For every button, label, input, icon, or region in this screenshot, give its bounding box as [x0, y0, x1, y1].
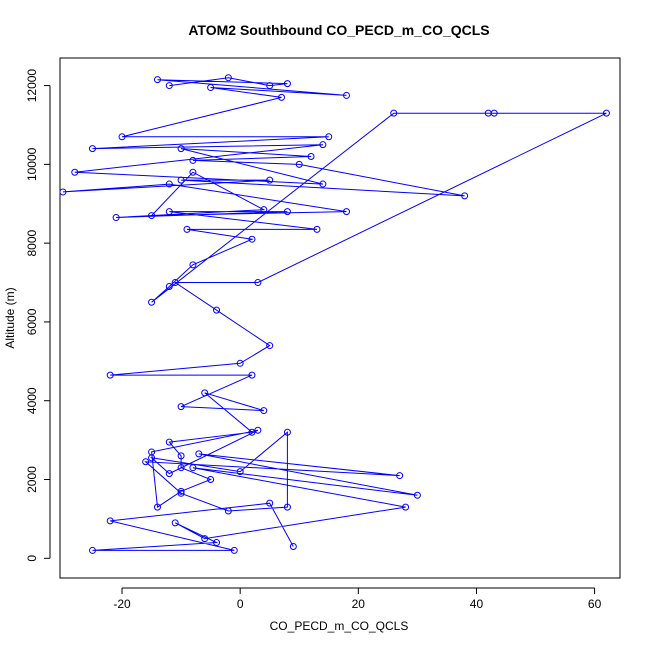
- data-point: [189, 261, 197, 269]
- data-point: [165, 82, 173, 90]
- plot-frame: [59, 57, 621, 579]
- data-point: [602, 109, 610, 117]
- data-point: [248, 235, 256, 243]
- y-tick-label: 12000: [25, 69, 39, 103]
- data-point: [153, 503, 161, 511]
- data-point: [177, 145, 185, 153]
- data-point: [248, 371, 256, 379]
- data-point: [342, 208, 350, 216]
- data-point: [295, 160, 303, 168]
- data-point: [213, 539, 221, 547]
- y-tick-label: 4000: [25, 387, 39, 414]
- data-point: [148, 212, 156, 220]
- data-point: [148, 298, 156, 306]
- data-point: [402, 503, 410, 511]
- x-tick-label: 0: [237, 597, 244, 611]
- data-point: [153, 76, 161, 84]
- data-point: [266, 82, 274, 90]
- chart-title: ATOM2 Southbound CO_PECD_m_CO_QCLS: [188, 22, 489, 38]
- data-point: [254, 279, 262, 287]
- data-point: [413, 491, 421, 499]
- data-point: [260, 407, 268, 415]
- data-point: [71, 168, 79, 176]
- data-series: [59, 74, 610, 554]
- data-point: [177, 464, 185, 472]
- data-point: [266, 342, 274, 350]
- data-point: [201, 535, 209, 543]
- data-point: [183, 225, 191, 233]
- y-axis: 0 2000 4000 6000 8000 10000 12000: [25, 69, 51, 562]
- data-point: [106, 517, 114, 525]
- data-point: [325, 133, 333, 141]
- data-point: [319, 180, 327, 188]
- data-point: [236, 468, 244, 476]
- y-axis-label: Altitude (m): [3, 287, 17, 348]
- data-point: [177, 176, 185, 184]
- data-point: [224, 74, 232, 82]
- y-tick-label: 8000: [25, 229, 39, 256]
- data-point: [177, 487, 185, 495]
- data-point: [278, 93, 286, 101]
- data-point: [142, 458, 150, 466]
- data-point: [118, 133, 126, 141]
- x-axis-label: CO_PECD_m_CO_QCLS: [270, 619, 409, 633]
- data-point: [171, 519, 179, 527]
- data-point: [177, 452, 185, 460]
- y-tick-label: 10000: [25, 147, 39, 181]
- data-point: [289, 542, 297, 550]
- data-point: [283, 503, 291, 511]
- data-point: [177, 403, 185, 411]
- data-point: [342, 91, 350, 99]
- y-tick-label: 6000: [25, 308, 39, 335]
- data-point: [260, 206, 268, 214]
- data-point: [189, 464, 197, 472]
- data-point: [165, 180, 173, 188]
- data-point: [112, 214, 120, 222]
- data-point: [207, 476, 215, 484]
- x-tick-label: -20: [113, 597, 131, 611]
- data-point: [248, 428, 256, 436]
- data-point: [319, 141, 327, 149]
- series-line: [62, 77, 607, 551]
- data-point: [224, 507, 232, 515]
- data-point: [283, 208, 291, 216]
- data-point: [59, 188, 67, 196]
- data-point: [189, 168, 197, 176]
- data-point: [266, 499, 274, 507]
- data-point: [165, 438, 173, 446]
- data-point: [266, 176, 274, 184]
- data-point: [307, 152, 315, 160]
- data-point: [201, 389, 209, 397]
- data-point: [195, 450, 203, 458]
- data-point: [283, 428, 291, 436]
- data-point: [390, 109, 398, 117]
- data-point: [236, 359, 244, 367]
- data-point: [106, 371, 114, 379]
- data-point: [177, 489, 185, 497]
- x-tick-label: 60: [588, 597, 602, 611]
- x-axis: -20 0 20 40 60: [113, 587, 602, 611]
- data-point: [189, 156, 197, 164]
- data-point: [283, 80, 291, 88]
- data-point: [165, 208, 173, 216]
- data-point: [254, 426, 262, 434]
- y-tick-label: 0: [25, 555, 39, 562]
- x-tick-label: 40: [470, 597, 484, 611]
- y-tick-label: 2000: [25, 466, 39, 493]
- data-point: [207, 84, 215, 92]
- data-point: [88, 546, 96, 554]
- x-tick-label: 20: [352, 597, 366, 611]
- data-point: [88, 145, 96, 153]
- data-point: [165, 470, 173, 478]
- data-point: [165, 282, 173, 290]
- data-point: [171, 279, 179, 287]
- data-point: [313, 225, 321, 233]
- data-point: [230, 546, 238, 554]
- data-point: [396, 472, 404, 480]
- data-point: [461, 192, 469, 200]
- data-point: [490, 109, 498, 117]
- data-point: [148, 454, 156, 462]
- data-point: [213, 306, 221, 314]
